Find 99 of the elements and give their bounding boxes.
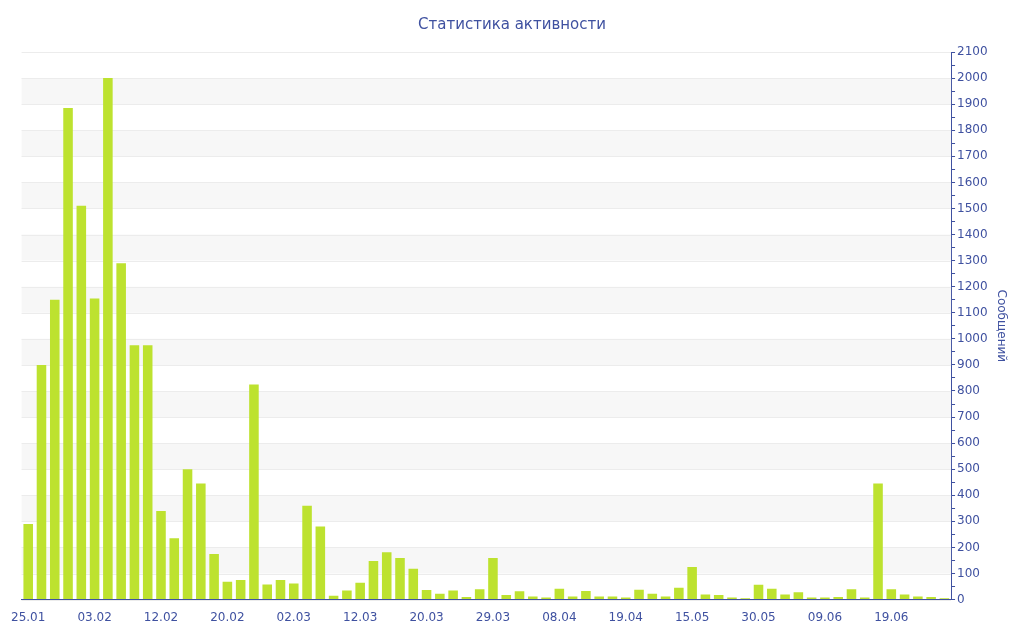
bar [262, 584, 272, 600]
y-tick-label: 800 [957, 383, 980, 398]
bar [209, 553, 219, 600]
bar [196, 483, 206, 600]
y-tick-label: 1900 [957, 96, 988, 111]
bar [63, 108, 73, 600]
y-tick-label: 2000 [957, 70, 988, 85]
bar [448, 590, 458, 600]
y-tick-label: 700 [957, 409, 980, 424]
y-tick-label: 100 [957, 565, 980, 580]
bar [275, 580, 286, 600]
y-tick-label: 1700 [957, 148, 988, 163]
bar [142, 345, 153, 600]
bar [36, 364, 47, 600]
bar [222, 581, 233, 600]
bar [567, 596, 578, 600]
x-tick-label: 12.02 [143, 609, 179, 624]
bar [368, 561, 379, 600]
bar [647, 593, 658, 600]
bar [713, 594, 724, 600]
y-tick-label: 200 [957, 539, 980, 554]
x-tick-label: 09.06 [807, 609, 843, 624]
y-tick-label: 300 [957, 513, 980, 528]
y-tick-label: 2100 [957, 44, 988, 59]
x-tick-label: 30.05 [741, 609, 776, 624]
bar [674, 587, 684, 600]
bar [302, 505, 312, 600]
bar [474, 589, 485, 600]
bar [355, 582, 365, 600]
bar [833, 596, 843, 600]
y-tick-label: 1800 [957, 122, 988, 137]
bar [501, 594, 512, 600]
bar [594, 596, 604, 600]
x-tick-label: 02.03 [276, 609, 311, 624]
bar [235, 580, 246, 600]
x-tick-label: 03.02 [77, 609, 112, 624]
x-tick-label: 19.06 [874, 609, 909, 624]
bar [89, 298, 100, 600]
bar [634, 589, 644, 600]
bar [461, 596, 472, 600]
bar [899, 594, 910, 600]
bar [488, 557, 498, 600]
bar [435, 593, 445, 600]
bar [660, 596, 671, 600]
x-tick-label: 19.04 [608, 609, 643, 624]
bar [846, 589, 857, 600]
bar [129, 345, 140, 600]
bar [408, 568, 419, 600]
y-tick-label: 500 [957, 461, 980, 476]
bar [581, 591, 591, 600]
bar [156, 510, 166, 600]
bar [687, 567, 697, 600]
bar [873, 483, 883, 600]
bar [926, 596, 936, 600]
y-axis-title: Сообщений [994, 289, 1009, 363]
bar [76, 205, 87, 600]
y-tick-label: 600 [957, 435, 980, 450]
bar [514, 591, 525, 600]
bar [913, 596, 923, 600]
chart-title: Статистика активности [418, 14, 606, 33]
bar [23, 523, 33, 600]
bar [182, 469, 193, 600]
x-tick-label: 15.05 [674, 609, 710, 624]
x-tick-label: 29.03 [475, 609, 511, 624]
y-tick-label: 1600 [957, 174, 988, 189]
bar [528, 596, 538, 600]
y-tick-label: 900 [957, 357, 980, 372]
bar [49, 299, 60, 600]
bar [780, 594, 790, 600]
bar [169, 538, 180, 600]
bar [289, 583, 299, 600]
x-tick-label: 12.03 [342, 609, 378, 624]
x-tick-label: 08.04 [542, 609, 577, 624]
y-tick-label: 1300 [957, 252, 988, 267]
bar [315, 526, 326, 600]
y-tick-label: 1400 [957, 226, 988, 241]
bar [607, 596, 618, 600]
y-tick-label: 1000 [957, 330, 988, 345]
bar [421, 589, 432, 600]
bar [103, 78, 113, 600]
y-tick-label: 0 [957, 591, 965, 606]
y-tick-label: 1500 [957, 200, 988, 215]
y-tick-label: 400 [957, 487, 980, 502]
y-tick-label: 1200 [957, 278, 988, 293]
x-tick-label: 25.01 [11, 609, 46, 624]
bar [700, 594, 711, 600]
bar [342, 590, 352, 600]
bar [886, 589, 897, 600]
x-tick-label: 20.02 [210, 609, 245, 624]
bar [116, 263, 126, 600]
bar [395, 557, 405, 600]
y-tick-label: 1100 [957, 304, 988, 319]
bar [767, 588, 777, 600]
bar [753, 584, 764, 600]
bar [554, 588, 565, 600]
bar [381, 552, 392, 600]
x-tick-label: 20.03 [409, 609, 444, 624]
bar [793, 592, 804, 600]
bar [249, 384, 259, 600]
